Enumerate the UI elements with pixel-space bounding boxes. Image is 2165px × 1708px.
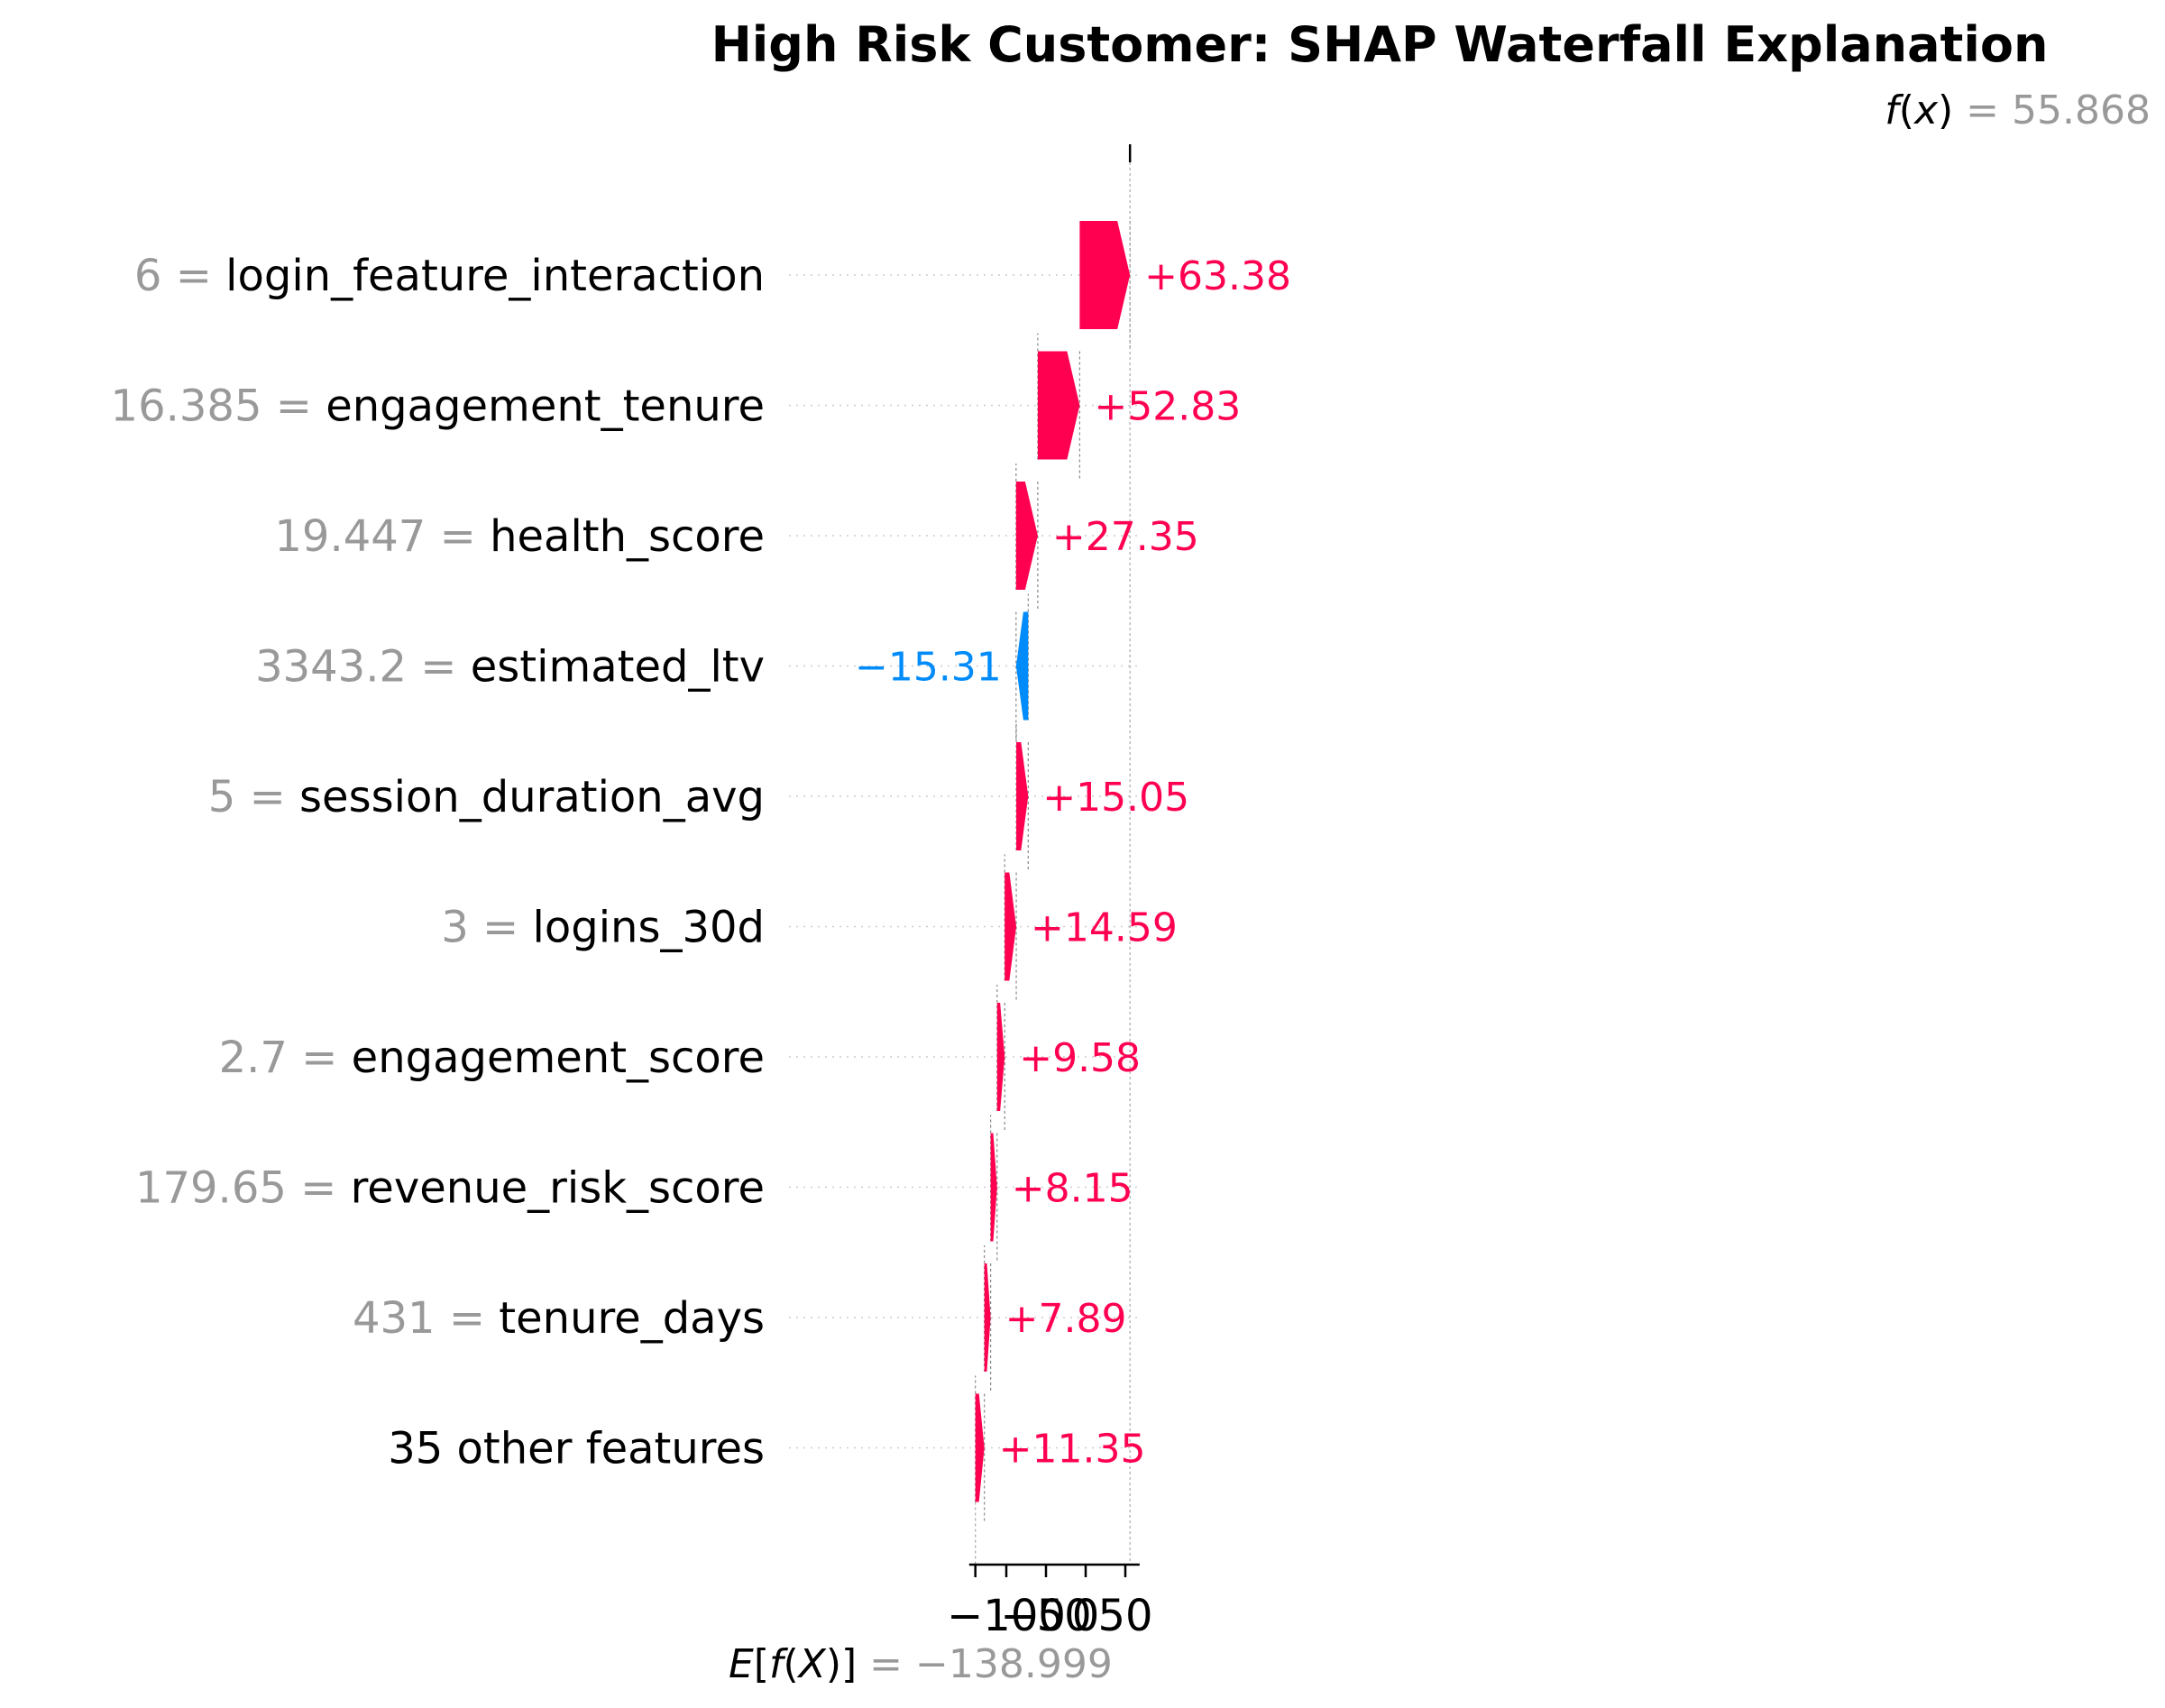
shap-bar [975,1393,985,1502]
feature-value: 16.385 = [111,381,326,432]
shap-bar [1037,351,1080,460]
shap-bar [1079,221,1131,329]
annotation-part: 55.868 [2012,87,2151,133]
feature-label: 3 = logins_30d [441,903,765,953]
shap-value-label: +52.83 [1094,384,1241,430]
feature-value: 19.447 = [274,511,490,562]
shap-bar [1016,742,1029,850]
feature-name: tenure_days [499,1293,765,1344]
shap-value-label: +15.05 [1042,775,1189,821]
annotation-part: ( [1899,87,1914,133]
feature-name: engagement_tenure [326,381,765,432]
feature-label: 5 = session_duration_avg [208,772,765,822]
x-tick-label: 50 [1097,1591,1152,1641]
annotation-part: [ [754,1641,769,1687]
fx-annotation: f(x) = 55.868 [1885,87,2151,133]
feature-name: session_duration_avg [299,772,765,822]
shap-value-label: +8.15 [1012,1166,1133,1212]
shap-value-label: −15.31 [855,645,1002,691]
shap-value-label: +63.38 [1144,253,1291,299]
annotation-part: = [1953,87,2012,133]
shap-value-label: +9.58 [1019,1035,1141,1081]
shap-bar [984,1263,991,1372]
feature-labels: 6 = login_feature_interaction 16.385 = en… [111,251,765,1474]
shap-value-label: +14.59 [1031,905,1178,951]
shap-bar [1015,611,1029,721]
feature-label: 19.447 = health_score [274,511,765,562]
feature-name: engagement_score [352,1033,765,1083]
shap-bar [1015,482,1038,590]
feature-label: 16.385 = engagement_tenure [111,381,765,432]
shap-value-label: +7.89 [1005,1296,1127,1342]
x-tick-label: 0 [1072,1591,1100,1641]
feature-value: 2.7 = [219,1033,352,1083]
base-value-annotation: E[f(X)] = −138.999 [729,1641,1113,1687]
feature-label: 179.65 = revenue_risk_score [135,1163,765,1214]
feature-name: 35 other features [388,1424,765,1474]
feature-value: 3343.2 = [255,642,471,693]
feature-value: 179.65 = [135,1163,351,1214]
shap-value-labels: +63.38 +52.83 +27.35 −15.31 +15.05 +14.59 +9.5… [855,253,1291,1473]
x-tick-label: −100 [947,1591,1066,1641]
shap-bar [996,1003,1005,1111]
row-gridlines [789,274,1140,1449]
feature-name: login_feature_interaction [225,251,765,301]
feature-name: estimated_ltv [471,642,765,693]
shap-bar [1005,872,1017,981]
feature-value: 431 = [353,1293,499,1344]
feature-name: revenue_risk_score [351,1163,765,1214]
annotation-part: ( [783,1641,798,1687]
feature-label: 2.7 = engagement_score [219,1033,765,1083]
feature-label: 6 = login_feature_interaction [134,251,765,301]
annotation-part: ) [1938,87,1953,133]
feature-name: logins_30d [533,903,765,953]
annotation-text: E[f(X)] = −138.999 [729,1641,1113,1687]
annotation-text: f(x) = 55.868 [1885,87,2151,133]
annotation-part: E [729,1641,754,1687]
feature-label: 35 other features [388,1424,765,1474]
annotation-part: )] [826,1641,857,1687]
feature-label: 3343.2 = estimated_ltv [255,642,765,693]
shap-value-label: +11.35 [999,1427,1146,1473]
feature-name: health_score [490,511,765,562]
feature-value: 6 = [134,251,225,301]
shap-bars [975,221,1131,1502]
annotation-part: X [797,1641,827,1687]
annotation-part: = [857,1641,915,1687]
shap-value-label: +27.35 [1052,514,1199,560]
annotation-part: −138.999 [915,1641,1113,1687]
annotation-part: x [1913,87,1939,133]
feature-label: 431 = tenure_days [353,1293,765,1344]
shap-bar [990,1133,997,1242]
feature-value: 3 = [441,903,532,953]
chart-title: High Risk Customer: SHAP Waterfall Expla… [711,16,2049,73]
feature-value: 5 = [208,772,299,822]
x-tick-label: −50 [1000,1591,1091,1641]
